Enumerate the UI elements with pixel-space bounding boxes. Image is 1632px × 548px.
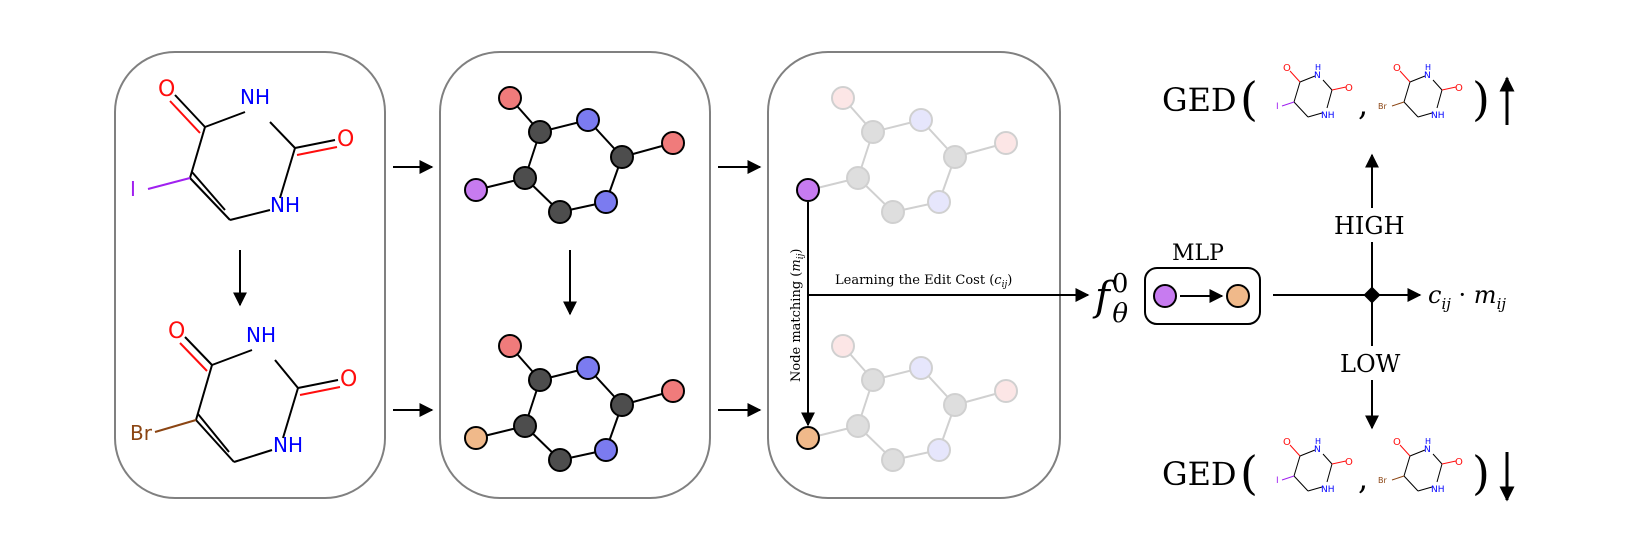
- node-carbon: [548, 200, 572, 224]
- ged-top-m1-o2: O: [1345, 83, 1353, 94]
- ged-top-molecule-2: [1391, 70, 1457, 118]
- node-nitrogen: [576, 356, 600, 380]
- ged-bot-m1-i: I: [1276, 476, 1279, 486]
- ged-bot-m2-nh: NH: [1431, 485, 1445, 495]
- node-matching-label: Node matching (mij): [789, 249, 806, 382]
- ged-top-m2-n: N: [1424, 71, 1431, 81]
- ged-top-m1-nh: NH: [1321, 111, 1335, 121]
- mlp-function-label: f0 θ: [1092, 269, 1128, 329]
- node-carbon: [610, 393, 634, 417]
- ged-bot-m2-br: Br: [1378, 476, 1387, 485]
- molecule-a: [147, 94, 338, 221]
- mol-a-nh-2: NH: [270, 193, 300, 217]
- ged-top-m2-o1: O: [1393, 63, 1401, 74]
- ged-label-bottom: GED: [1162, 455, 1237, 493]
- mol-a-nh-1: NH: [240, 85, 270, 109]
- node-bromine: [464, 426, 488, 450]
- mlp-box: [1144, 267, 1261, 325]
- ged-bot-m1-h: H: [1315, 437, 1321, 446]
- ged-bottom-molecule-2: [1391, 444, 1457, 492]
- node-iodine: [464, 178, 488, 202]
- ged-label-top: GED: [1162, 81, 1237, 119]
- ged-bot-m2-o2: O: [1455, 457, 1463, 468]
- node-carbon: [528, 120, 552, 144]
- ged-bot-m2-h: H: [1425, 437, 1431, 446]
- ged-paren-close-bottom: ): [1472, 446, 1490, 500]
- node-oxygen: [498, 334, 522, 358]
- ged-top-m2-o2: O: [1455, 83, 1463, 94]
- faded-graph-a: [808, 86, 1018, 224]
- panel-graphs: [439, 51, 711, 499]
- ged-paren-open-bottom: (: [1240, 446, 1258, 500]
- ged-top-m1-o1: O: [1283, 63, 1291, 74]
- node-carbon: [548, 448, 572, 472]
- node-oxygen: [498, 86, 522, 110]
- node-carbon: [610, 145, 634, 169]
- node-nitrogen: [594, 190, 618, 214]
- ged-bot-m1-n: N: [1314, 445, 1321, 455]
- faded-graph-b: [808, 334, 1018, 472]
- mol-a-oxygen-2: O: [337, 127, 354, 152]
- ged-bot-m1-o2: O: [1345, 457, 1353, 468]
- graph-a: [464, 86, 685, 224]
- ged-top-molecule-1: [1281, 70, 1347, 118]
- mol-a-iodine: I: [130, 177, 136, 201]
- ged-bot-m2-o1: O: [1393, 437, 1401, 448]
- result-label: cij · mij: [1428, 281, 1506, 313]
- ged-top-m1-h: H: [1315, 63, 1321, 72]
- node-oxygen: [661, 131, 685, 155]
- ged-top-m2-h: H: [1425, 63, 1431, 72]
- node-carbon: [513, 414, 537, 438]
- node-carbon: [528, 368, 552, 392]
- mlp-output-node: [1226, 284, 1250, 308]
- molecule-b: [154, 336, 341, 463]
- mol-b-oxygen-1: O: [168, 319, 185, 344]
- ged-comma-bottom: ,: [1358, 459, 1368, 497]
- mol-b-nh-1: NH: [246, 323, 276, 347]
- panel-molecules: [114, 51, 386, 499]
- node-bromine-matched: [796, 426, 820, 450]
- high-label: HIGH: [1334, 212, 1405, 240]
- node-oxygen: [661, 379, 685, 403]
- ged-bottom-molecule-1: [1281, 444, 1347, 492]
- ged-top-m2-br: Br: [1378, 102, 1387, 111]
- ged-paren-open-top: (: [1240, 72, 1258, 126]
- node-nitrogen: [576, 108, 600, 132]
- edit-cost-label: Learning the Edit Cost (cij): [835, 273, 1012, 290]
- graph-b: [464, 334, 685, 472]
- ged-paren-close-top: ): [1472, 72, 1490, 126]
- node-nitrogen: [594, 438, 618, 462]
- panel-node-matching: [767, 51, 1061, 499]
- mlp-input-node: [1153, 284, 1177, 308]
- mlp-label: MLP: [1172, 241, 1224, 266]
- ged-top-m2-nh: NH: [1431, 111, 1445, 121]
- mol-b-oxygen-2: O: [340, 367, 357, 392]
- mol-b-bromine: Br: [130, 421, 153, 445]
- ged-top-m1-i: I: [1276, 102, 1279, 112]
- ged-bot-m1-nh: NH: [1321, 485, 1335, 495]
- node-carbon: [513, 166, 537, 190]
- low-label: LOW: [1340, 350, 1401, 378]
- mol-a-oxygen-1: O: [158, 77, 175, 102]
- node-iodine-matched: [796, 178, 820, 202]
- ged-top-m1-n: N: [1314, 71, 1321, 81]
- ged-bot-m2-n: N: [1424, 445, 1431, 455]
- mol-b-nh-2: NH: [273, 433, 303, 457]
- ged-bot-m1-o1: O: [1283, 437, 1291, 448]
- ged-comma-top: ,: [1358, 85, 1368, 123]
